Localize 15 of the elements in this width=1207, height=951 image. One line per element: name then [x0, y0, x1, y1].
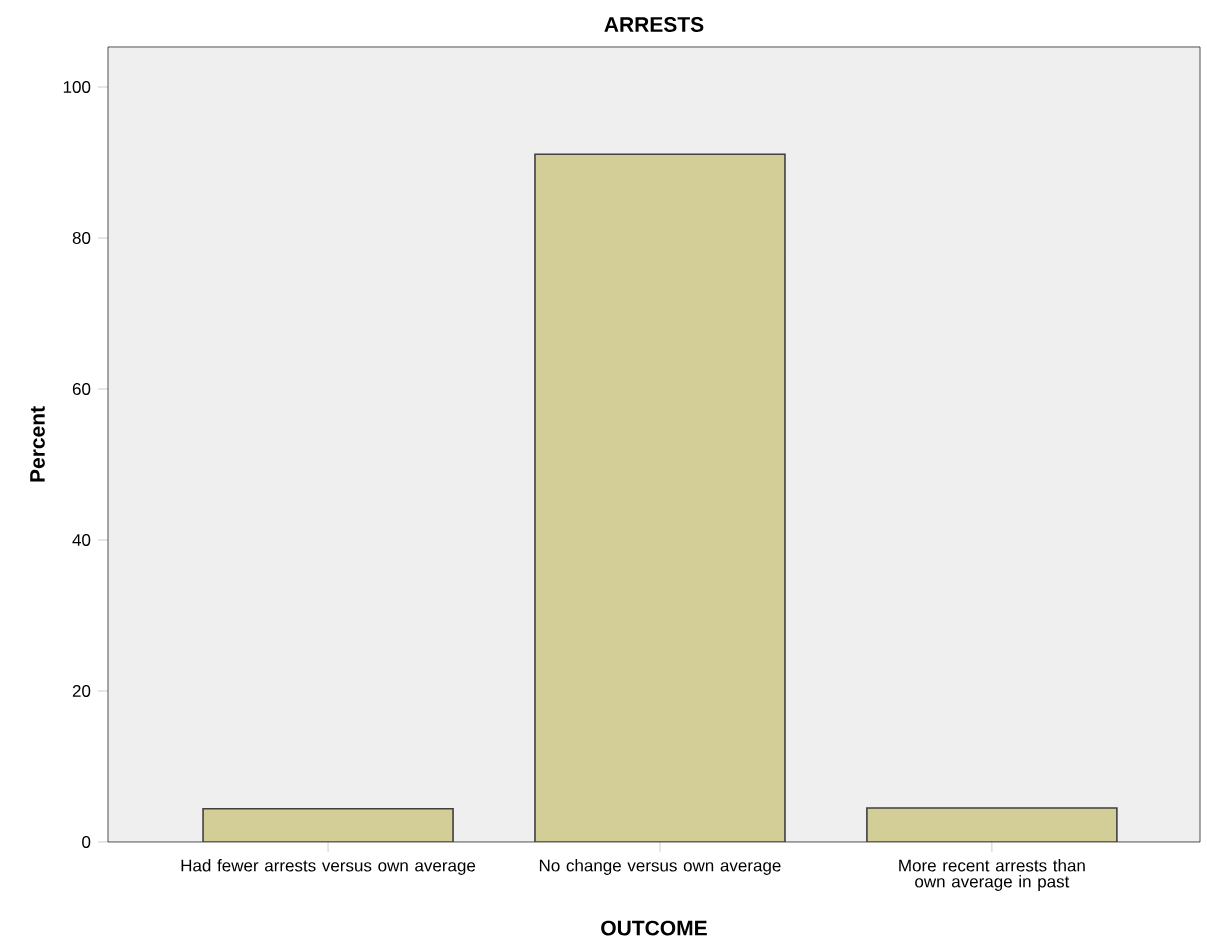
y-tick-label: 60: [72, 382, 91, 395]
bar: [534, 153, 786, 842]
y-tick-label: 80: [72, 231, 91, 244]
y-tick-label: 100: [63, 80, 91, 93]
x-tick-label: Had fewer arrests versus own average: [181, 859, 476, 875]
y-tick-label: 20: [72, 684, 91, 697]
x-tick-label: No change versus own average: [539, 859, 781, 875]
y-axis-title: Percent: [30, 406, 45, 482]
x-tick-label: More recent arrests than own average in past: [899, 859, 1085, 891]
chart-title: ARRESTS: [604, 17, 704, 32]
y-tick-label: 40: [72, 533, 91, 546]
x-axis-title: OUTCOME: [601, 920, 707, 936]
bar: [203, 808, 454, 842]
bar: [866, 807, 1118, 842]
y-tick-label: 0: [82, 835, 91, 848]
